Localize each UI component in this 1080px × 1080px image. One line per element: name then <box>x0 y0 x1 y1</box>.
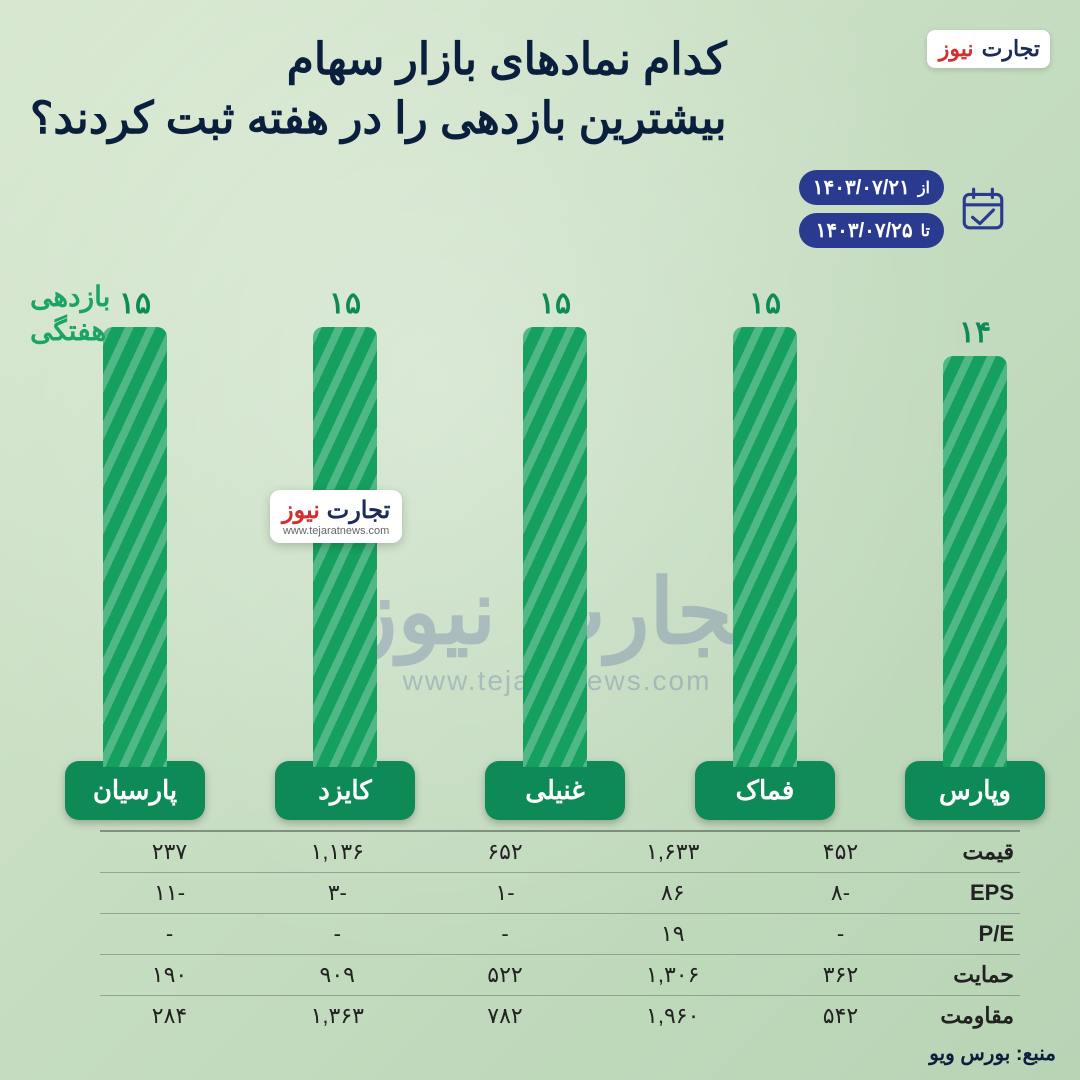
bar-value: ۱۵ <box>119 286 151 321</box>
bar-label: وپارس <box>905 761 1045 820</box>
table-row: حمایت۳۶۲۱,۳۰۶۵۲۲۹۰۹۱۹۰ <box>100 955 1020 996</box>
bar-rect <box>523 327 587 767</box>
table-row: P/E-۱۹--- <box>100 914 1020 955</box>
bar-rect <box>733 327 797 767</box>
table-cell: - <box>239 914 435 955</box>
table-cell: ۱,۹۶۰ <box>575 996 771 1037</box>
table-cell: ۲۸۴ <box>100 996 239 1037</box>
table-cell: ۱۹۰ <box>100 955 239 996</box>
row-header: P/E <box>910 914 1020 955</box>
table-cell: - <box>436 914 575 955</box>
bar-value: ۱۵ <box>539 286 571 321</box>
bar-rect <box>313 327 377 767</box>
bar-chart: ۱۵ پارسیان ۱۵ کایزد ۱۵ غنیلی ۱۵ فماک ۱۴ وپارس <box>0 260 1080 820</box>
row-header: حمایت <box>910 955 1020 996</box>
row-header: EPS <box>910 873 1020 914</box>
bar-3: ۱۵ فماک <box>695 286 835 820</box>
bar-label: غنیلی <box>485 761 625 820</box>
bar-0: ۱۵ پارسیان <box>65 286 205 820</box>
date-from-value: ۱۴۰۳/۰۷/۲۱ <box>813 175 910 200</box>
bar-value: ۱۵ <box>749 286 781 321</box>
table-cell: -۱۱ <box>100 873 239 914</box>
brand-logo: تجارت نیوز <box>927 30 1050 68</box>
date-from-label: از <box>918 178 930 198</box>
bar-rect <box>103 327 167 767</box>
table-cell: ۵۴۲ <box>771 996 910 1037</box>
table-cell: ۱,۳۰۶ <box>575 955 771 996</box>
brand-name-part1: تجارت <box>982 36 1040 61</box>
calendar-icon <box>956 182 1010 236</box>
date-range: از ۱۴۰۳/۰۷/۲۱ تا ۱۴۰۳/۰۷/۲۵ <box>799 170 1010 248</box>
table-cell: ۴۵۲ <box>771 831 910 873</box>
table-row: قیمت۴۵۲۱,۶۳۳۶۵۲۱,۱۳۶۲۳۷ <box>100 831 1020 873</box>
table-cell: ۱,۱۳۶ <box>239 831 435 873</box>
bar-rect <box>943 356 1007 767</box>
date-from-pill: از ۱۴۰۳/۰۷/۲۱ <box>799 170 944 205</box>
y-axis-label: بازدهی هفتگی <box>30 280 110 347</box>
table-cell: -۱ <box>436 873 575 914</box>
date-to-pill: تا ۱۴۰۳/۰۷/۲۵ <box>799 213 944 248</box>
bar-4: ۱۴ وپارس <box>905 315 1045 820</box>
bar-value: ۱۴ <box>959 315 991 350</box>
table-row: مقاومت۵۴۲۱,۹۶۰۷۸۲۱,۳۶۳۲۸۴ <box>100 996 1020 1037</box>
table-cell: -۸ <box>771 873 910 914</box>
source-attribution: منبع: بورس ویو <box>929 1041 1056 1066</box>
bar-value: ۱۵ <box>329 286 361 321</box>
table-cell: ۷۸۲ <box>436 996 575 1037</box>
table-cell: -۳ <box>239 873 435 914</box>
table-cell: - <box>771 914 910 955</box>
row-header: مقاومت <box>910 996 1020 1037</box>
brand-name-part2: نیوز <box>937 36 976 61</box>
table-cell: ۶۵۲ <box>436 831 575 873</box>
row-header: قیمت <box>910 831 1020 873</box>
table-cell: ۳۶۲ <box>771 955 910 996</box>
data-table: قیمت۴۵۲۱,۶۳۳۶۵۲۱,۱۳۶۲۳۷EPS-۸۸۶-۱-۳-۱۱P/E… <box>0 830 1080 1036</box>
title-line-1: کدام نمادهای بازار سهام <box>30 30 727 89</box>
bar-label: کایزد <box>275 761 415 820</box>
inline-brand-badge: تجارت نیوز www.tejaratnews.com <box>270 490 402 543</box>
table-cell: ۱,۶۳۳ <box>575 831 771 873</box>
date-to-label: تا <box>921 221 930 241</box>
header: تجارت نیوز کدام نمادهای بازار سهام بیشتر… <box>0 0 1080 149</box>
table-cell: ۲۳۷ <box>100 831 239 873</box>
table-cell: ۹۰۹ <box>239 955 435 996</box>
table-cell: ۱,۳۶۳ <box>239 996 435 1037</box>
bar-label: پارسیان <box>65 761 205 820</box>
date-to-value: ۱۴۰۳/۰۷/۲۵ <box>816 218 913 243</box>
table-cell: ۸۶ <box>575 873 771 914</box>
title-line-2: بیشترین بازدهی را در هفته ثبت کردند؟ <box>30 89 727 148</box>
table-cell: - <box>100 914 239 955</box>
table-cell: ۱۹ <box>575 914 771 955</box>
bar-2: ۱۵ غنیلی <box>485 286 625 820</box>
bar-1: ۱۵ کایزد <box>275 286 415 820</box>
table-row: EPS-۸۸۶-۱-۳-۱۱ <box>100 873 1020 914</box>
page-title: کدام نمادهای بازار سهام بیشترین بازدهی ر… <box>30 30 727 149</box>
table-cell: ۵۲۲ <box>436 955 575 996</box>
bar-label: فماک <box>695 761 835 820</box>
